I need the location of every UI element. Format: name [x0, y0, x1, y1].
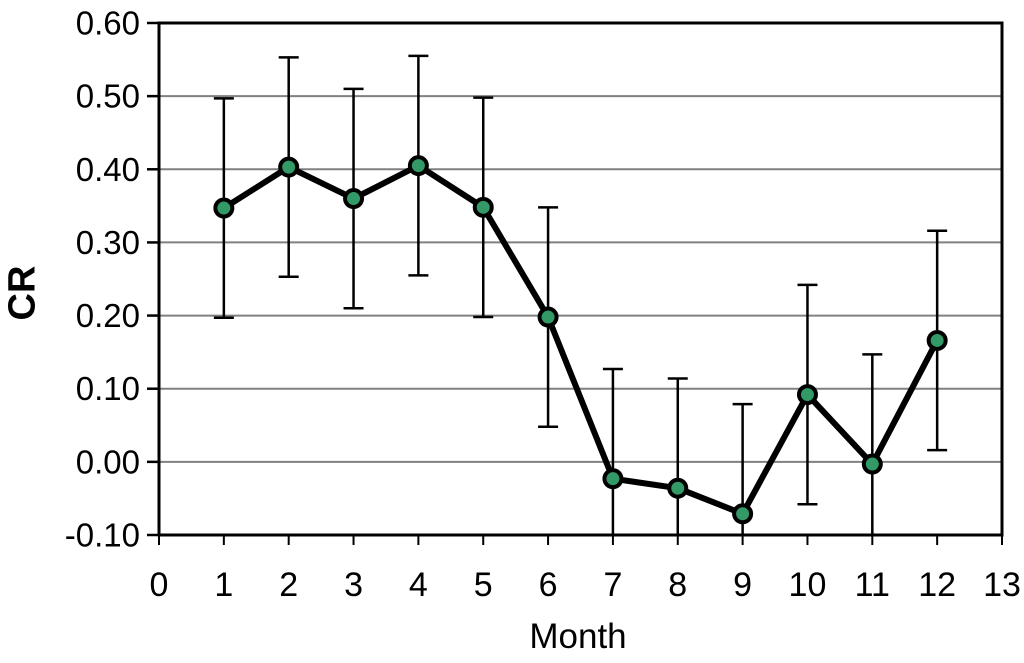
gridlines: [159, 95, 1002, 463]
x-tick-label: 11: [855, 566, 890, 604]
data-point-marker: [472, 196, 494, 218]
x-tick-label: 4: [409, 566, 428, 604]
y-tick-label: 0.00: [76, 443, 140, 480]
data-points: [213, 155, 948, 525]
x-tick-label: 12: [918, 566, 956, 604]
data-point-marker: [213, 197, 235, 219]
data-point-marker: [667, 477, 689, 499]
series: [220, 162, 941, 517]
plot-border: [157, 21, 1004, 537]
y-tick-label: 0.30: [76, 224, 140, 261]
data-point-marker: [407, 155, 429, 177]
x-tick-label: 7: [603, 566, 622, 604]
y-tick-label: 0.20: [76, 297, 140, 334]
data-point-marker: [537, 306, 559, 328]
data-point-marker: [278, 156, 300, 178]
x-tick-label: 9: [733, 566, 752, 604]
data-point-marker: [796, 384, 818, 406]
x-tick-label: 3: [344, 566, 363, 604]
x-tick-label: 1: [214, 566, 233, 604]
y-tick-label: 0.10: [76, 370, 140, 407]
x-tick-label: 10: [789, 566, 827, 604]
data-point-marker: [926, 329, 948, 351]
x-tick-label: 2: [279, 566, 298, 604]
data-point-marker: [602, 468, 624, 490]
x-tick-label: 0: [150, 566, 169, 604]
series-line: [220, 162, 941, 517]
error-bars: [213, 54, 948, 535]
y-axis-title: CR: [1, 265, 44, 321]
x-tick-label: 5: [474, 566, 493, 604]
x-tick-label: 13: [983, 566, 1021, 604]
y-tick-label: 0.60: [76, 5, 140, 42]
x-axis-ticks: 0 1 2 3 4 5 6 7 8 9 10 11 12 13: [150, 535, 1021, 604]
data-point-marker: [732, 503, 754, 525]
y-axis-ticks: 0.60 0.50 0.40 0.30 0.20 0.10 0.00 -0.10: [65, 5, 159, 554]
x-tick-label: 8: [668, 566, 687, 604]
y-tick-label: 0.50: [76, 78, 140, 115]
x-axis-title: Month: [529, 617, 627, 656]
x-tick-label: 6: [539, 566, 558, 604]
y-tick-label: 0.40: [76, 151, 140, 188]
y-tick-label: -0.10: [65, 517, 140, 554]
data-point-marker: [861, 453, 883, 475]
data-point-marker: [343, 188, 365, 210]
